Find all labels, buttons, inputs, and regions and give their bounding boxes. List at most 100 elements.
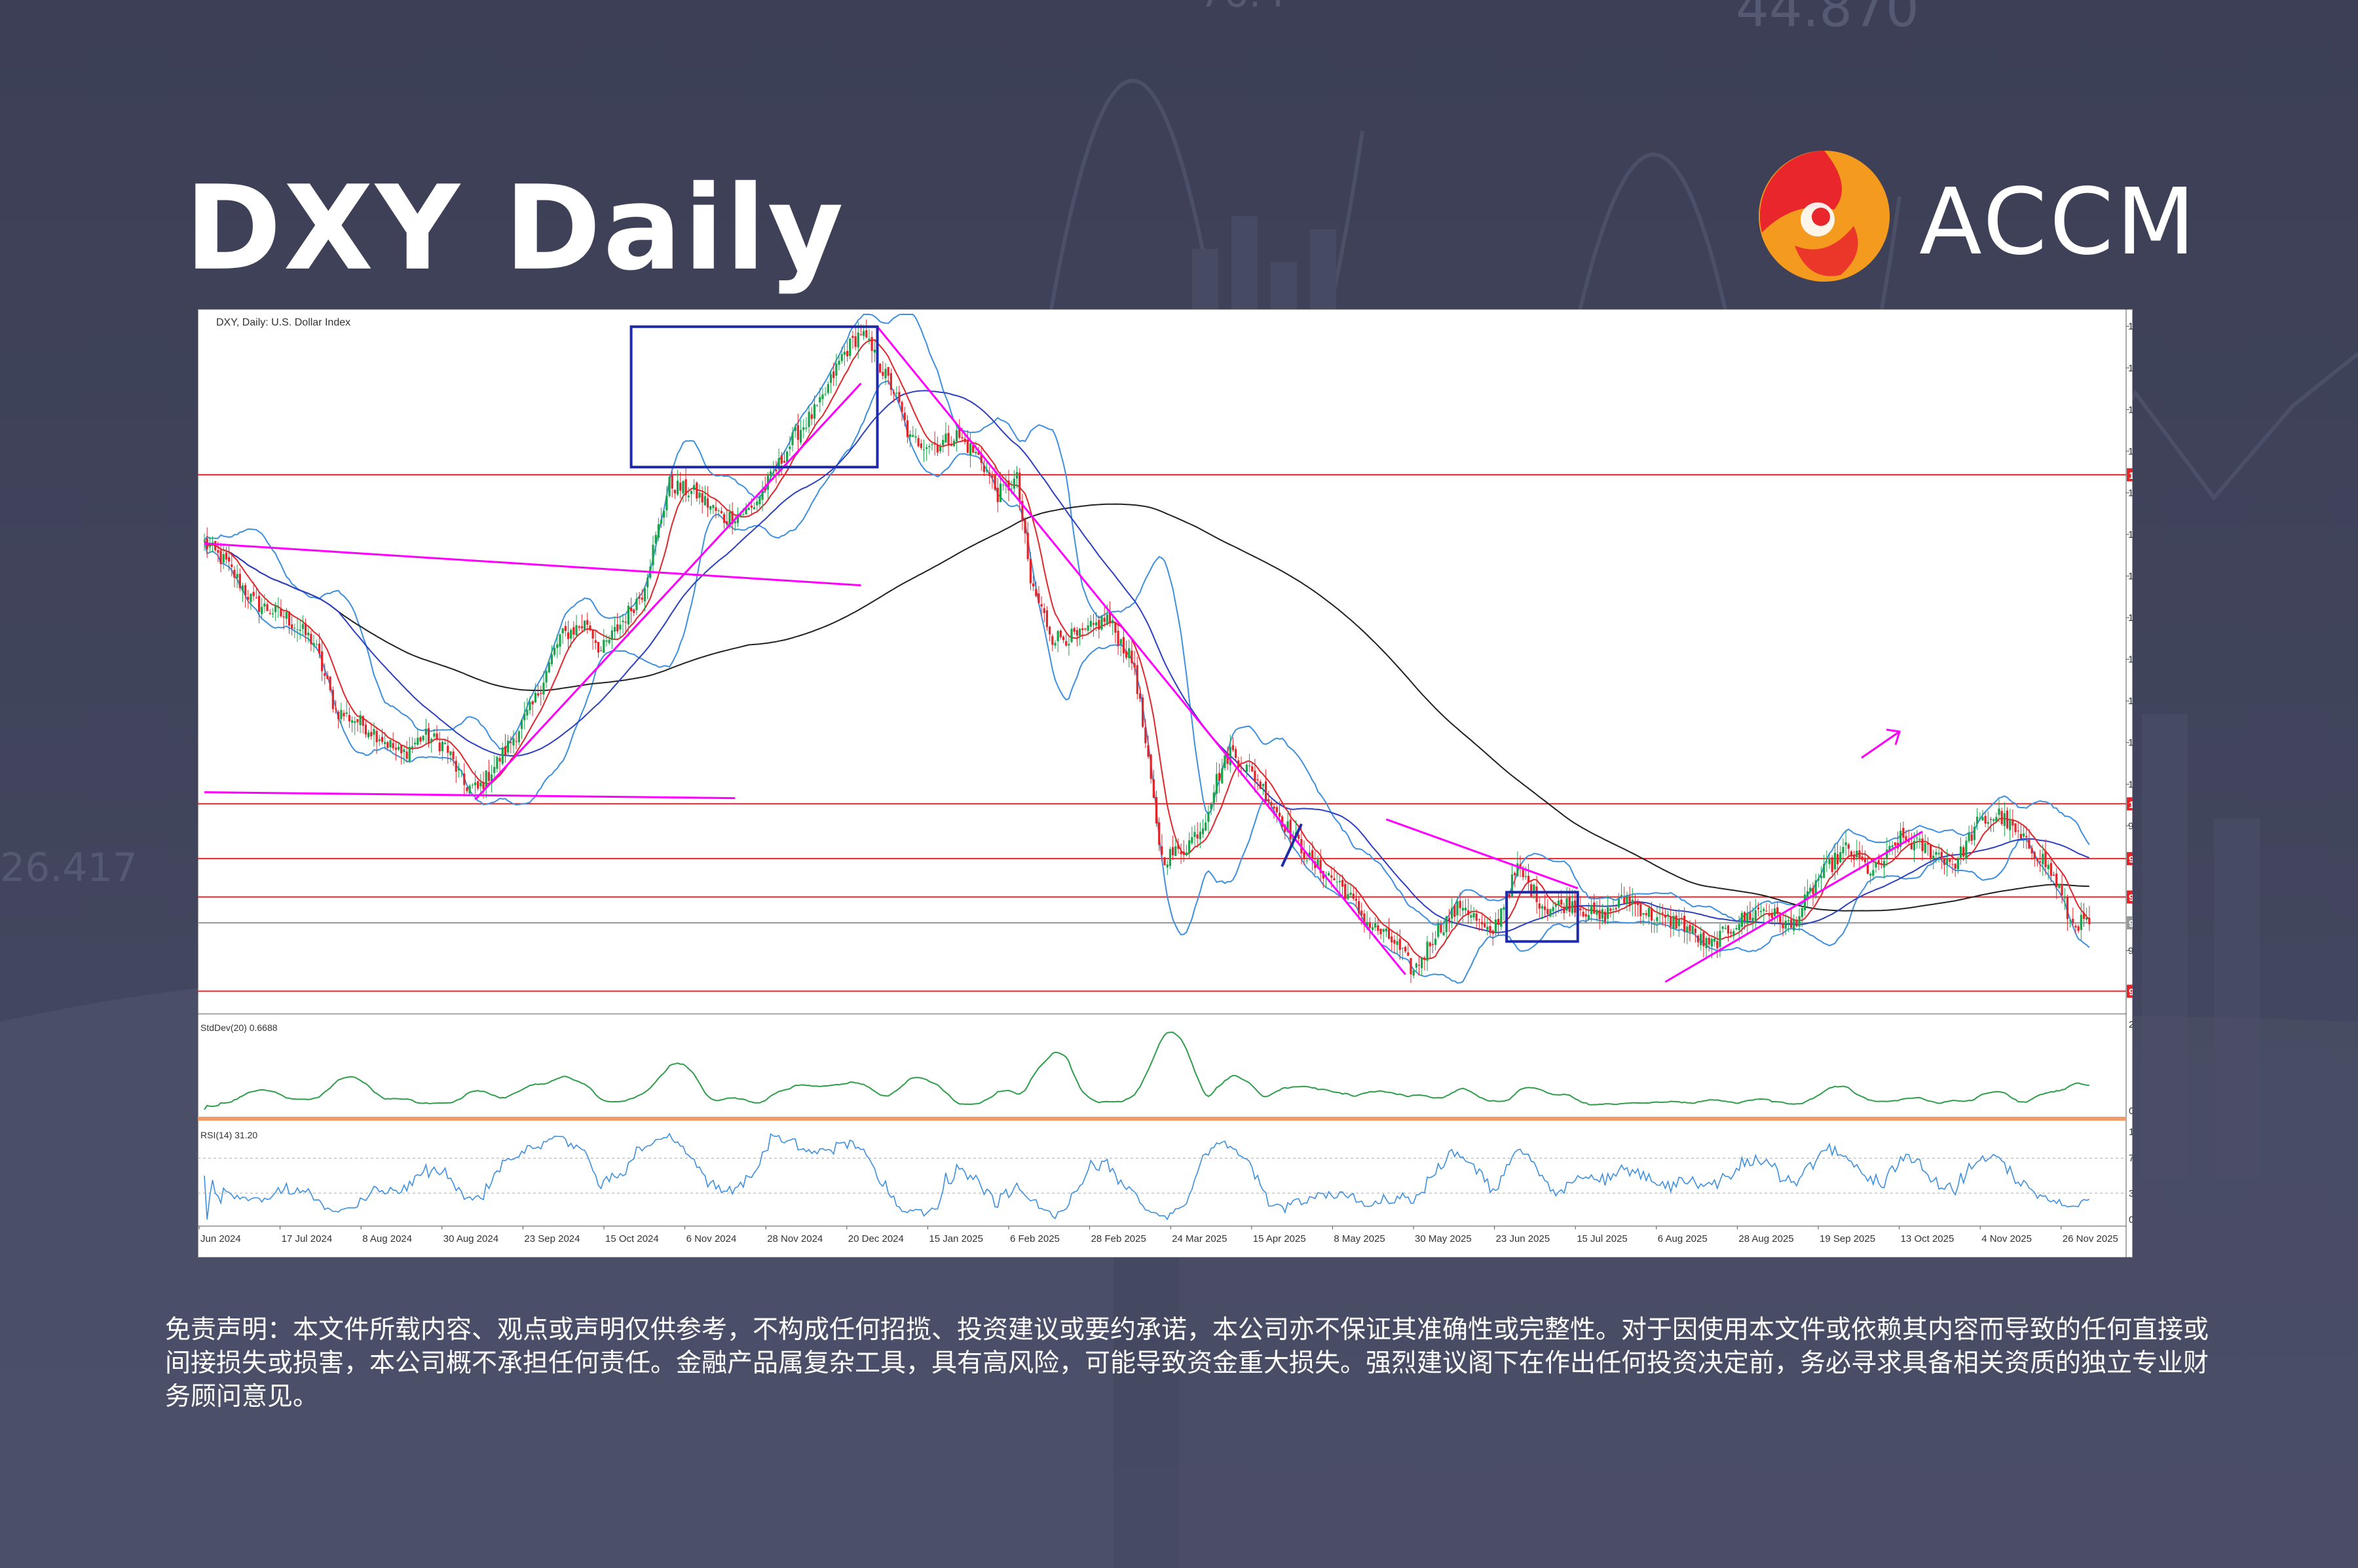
candle-body: [1442, 932, 1445, 935]
candle-body: [1451, 908, 1453, 919]
accm-logo: [1759, 151, 1890, 282]
candle-body: [208, 546, 211, 548]
candle-body: [1579, 908, 1582, 910]
candle-body: [583, 620, 586, 630]
candle-body: [1875, 862, 1877, 868]
price-tick-label: 106.628: [2128, 487, 2133, 498]
candle-body: [282, 616, 285, 618]
candle-body: [638, 597, 641, 599]
candle-body: [764, 487, 766, 491]
candle-body: [1620, 895, 1623, 897]
candle-body: [805, 427, 808, 429]
candle-body: [1847, 844, 1850, 849]
candle-body: [753, 507, 756, 510]
candle-body: [854, 336, 857, 347]
candle-body: [791, 432, 794, 445]
candle-body: [457, 768, 460, 771]
candle-body: [411, 746, 414, 748]
candle-body: [1207, 812, 1210, 822]
candle-body: [1032, 583, 1035, 587]
candle-body: [1541, 906, 1544, 909]
candle-body: [917, 438, 920, 447]
candle-body: [1571, 901, 1574, 913]
candle-body: [1554, 905, 1557, 907]
candle-body: [405, 751, 408, 759]
candle-body: [1902, 828, 1905, 838]
candle-body: [2042, 853, 2044, 865]
candle-body: [1341, 880, 1344, 887]
candle-body: [777, 458, 780, 470]
candle-body: [789, 446, 791, 449]
candle-body: [2086, 918, 2088, 920]
candle-body: [1273, 806, 1275, 809]
candle-body: [1150, 755, 1152, 779]
candle-body: [1617, 899, 1620, 908]
candle-body: [1026, 532, 1029, 559]
candle-body: [1500, 908, 1503, 927]
candle-body: [1136, 665, 1138, 694]
candle-body: [783, 460, 786, 463]
candle-body: [1544, 906, 1546, 910]
candle-body: [1989, 819, 1993, 820]
candle-body: [1850, 851, 1853, 857]
candle-body: [1833, 852, 1836, 870]
candle-body: [1358, 901, 1360, 914]
candle-body: [1470, 915, 1472, 918]
candle-body: [1021, 500, 1024, 521]
candle-body: [1426, 941, 1429, 961]
candle-body: [1393, 940, 1396, 944]
candle-body: [1289, 819, 1292, 840]
candle-body: [1700, 933, 1702, 946]
candle-body: [1757, 907, 1760, 910]
candle-body: [1508, 894, 1510, 898]
price-level-label: 98.423: [2129, 893, 2133, 904]
date-tick-label: 17 Jul 2024: [282, 1233, 333, 1244]
candle-body: [671, 474, 673, 489]
candle-body: [1068, 644, 1070, 646]
candle-body: [1410, 958, 1412, 975]
candle-body: [945, 434, 947, 443]
candle-body: [1125, 650, 1128, 658]
candle-body: [980, 455, 982, 463]
candle-body: [1245, 764, 1248, 772]
candle-body: [1642, 913, 1645, 915]
candle-body: [1371, 927, 1374, 930]
candle-body: [529, 701, 531, 711]
candle-body: [1987, 822, 1989, 824]
candle-body: [682, 481, 684, 494]
candle-body: [1524, 876, 1527, 877]
candle-body: [1029, 559, 1032, 584]
trendline: [204, 791, 736, 800]
candle-body: [312, 643, 315, 646]
candle-body: [219, 550, 222, 564]
candle-body: [796, 425, 799, 440]
candle-body: [745, 507, 747, 515]
candle-body: [1716, 941, 1719, 948]
candle-body: [985, 470, 988, 472]
candle-body: [1563, 906, 1565, 914]
candle-body: [835, 364, 838, 376]
candle-body: [969, 443, 972, 456]
candle-body: [873, 349, 876, 353]
candle-body: [1738, 924, 1740, 931]
date-tick-label: 20 Dec 2024: [848, 1233, 904, 1244]
candle-body: [455, 760, 457, 772]
candle-body: [1182, 851, 1185, 855]
candle-body: [1844, 842, 1847, 846]
candle-body: [1142, 697, 1144, 727]
date-tick-label: 15 Jan 2025: [929, 1233, 983, 1244]
price-level-label: 96.510: [2129, 986, 2133, 998]
candle-body: [1861, 856, 1863, 861]
candle-body: [1265, 781, 1267, 802]
candle-body: [956, 430, 958, 441]
candle-body: [1886, 849, 1888, 859]
candle-body: [580, 626, 583, 629]
candle-body: [1177, 844, 1180, 849]
candle-body: [1691, 925, 1694, 934]
candle-body: [1421, 958, 1423, 969]
candle-body: [1984, 815, 1987, 824]
candle-body: [1937, 853, 1940, 855]
date-tick-label: 15 Jul 2025: [1577, 1233, 1628, 1244]
candle-body: [1905, 836, 1907, 842]
candle-body: [1866, 863, 1869, 874]
